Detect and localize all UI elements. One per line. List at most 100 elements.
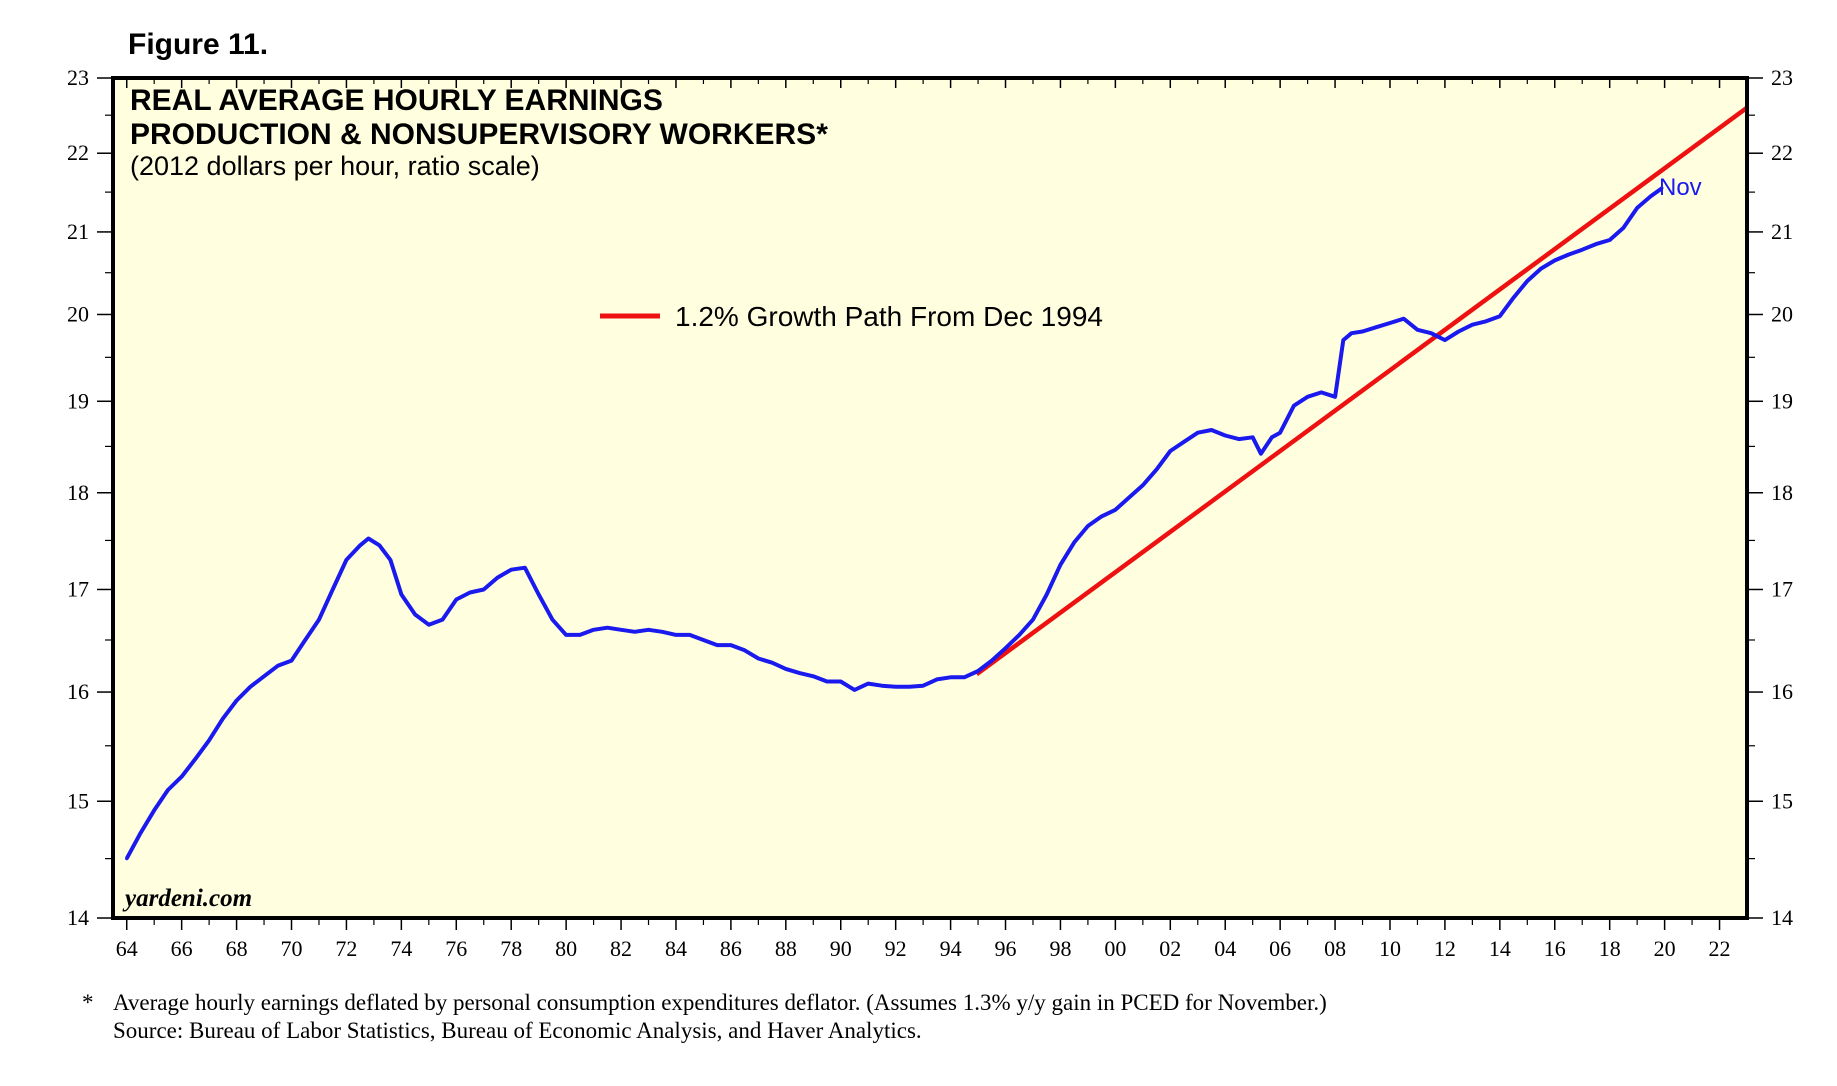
earnings-point [366,536,370,541]
y-tick-label-right: 17 [1771,576,1793,601]
earnings-point [935,677,939,682]
earnings-point [825,679,829,684]
figure-label: Figure 11. [128,28,268,61]
growth-path-line [975,105,1749,677]
earnings-point [839,679,843,684]
x-tick-label: 98 [1049,936,1071,961]
x-tick-label: 96 [995,936,1017,961]
y-tick-label-left: 18 [67,480,89,505]
x-tick-label: 04 [1214,936,1236,961]
y-tick-label-left: 19 [67,388,89,413]
earnings-point [331,587,335,592]
x-tick-label: 84 [665,936,687,961]
earnings-point [180,775,184,779]
earnings-point [495,575,500,580]
y-axis-right: 14 15 16 17 18 19 20 21 22 23 [1747,65,1793,930]
earnings-point [248,685,252,689]
earnings-point [674,633,678,637]
earnings-point [660,630,664,634]
earnings-point [289,659,294,663]
earnings-point [1031,618,1035,622]
earnings-point [1292,404,1296,408]
plot-area [113,78,1747,918]
x-tick-label: 00 [1104,936,1126,961]
earnings-point [1539,266,1543,271]
y-tick-label-left: 20 [67,301,89,326]
y-tick-label-left: 17 [67,576,89,601]
earnings-point [482,587,486,592]
earnings-point [1058,563,1063,567]
earnings-point [976,669,980,673]
earnings-point [1525,279,1529,283]
earnings-point [1113,508,1117,512]
y-tick-label-left: 14 [67,905,89,930]
earnings-point [1415,328,1420,332]
earnings-point [646,628,651,632]
earnings-point [1251,435,1255,439]
x-tick-label: 94 [940,936,962,961]
earnings-point [1127,495,1131,500]
x-tick-label: 82 [610,936,632,961]
x-tick-label: 86 [720,936,742,961]
x-tick-label: 92 [885,936,907,961]
earnings-point [1649,194,1653,198]
legend-label-growth-path: 1.2% Growth Path From Dec 1994 [675,301,1103,332]
earnings-point [1306,395,1310,399]
x-tick-label: 22 [1709,936,1731,961]
earnings-point [619,628,623,632]
earnings-point [1635,206,1639,210]
x-tick-label: 64 [116,936,138,961]
earnings-point [1402,317,1406,321]
earnings-points [125,186,1664,861]
y-tick-label-right: 20 [1771,301,1793,326]
earnings-point [633,630,637,634]
earnings-point [303,638,307,642]
earnings-point [1594,242,1598,246]
earnings-point [1319,390,1323,394]
earnings-point [1429,331,1433,335]
earnings-point [440,618,445,622]
earnings-point [1484,319,1488,323]
chart-title: REAL AVERAGE HOURLY EARNINGS [130,84,663,117]
y-tick-label-left: 15 [67,788,89,813]
x-tick-label: 06 [1269,936,1291,961]
y-tick-label-right: 18 [1771,480,1793,505]
x-tick-label: 68 [226,936,248,961]
earnings-point [1388,321,1392,325]
x-tick-label: 12 [1434,936,1456,961]
earnings-point [427,623,431,627]
earnings-point [388,558,392,562]
earnings-point [564,633,568,637]
y-tick-label-left: 16 [67,679,89,704]
earnings-point [1237,437,1241,441]
footnote-marker: * [82,990,94,1015]
x-tick-label: 78 [500,936,522,961]
earnings-point [921,684,925,688]
earnings-point [948,675,953,679]
end-label-nov: Nov [1659,174,1702,201]
x-tick-label: 10 [1379,936,1401,961]
y-tick-label-right: 15 [1771,788,1793,813]
earnings-point [1168,449,1172,453]
x-tick-label: 18 [1599,936,1621,961]
earnings-point [1209,428,1214,432]
earnings-point [770,661,774,665]
earnings-point [234,698,239,703]
earnings-point [454,597,458,602]
earnings-point [152,808,156,812]
earnings-point [276,664,280,668]
y-tick-label-right: 21 [1771,219,1793,244]
earnings-point [1223,433,1227,438]
earnings-line [124,186,1664,860]
earnings-point [1333,395,1337,399]
earnings-point [1154,467,1159,472]
earnings-point [701,638,706,642]
earnings-point [688,633,692,637]
earnings-point [1003,646,1008,650]
earnings-point [317,618,321,622]
earnings-point [894,685,898,689]
earnings-point [1341,338,1345,342]
earnings-point [138,831,143,835]
earnings-point [399,592,403,597]
earnings-point [262,674,266,678]
